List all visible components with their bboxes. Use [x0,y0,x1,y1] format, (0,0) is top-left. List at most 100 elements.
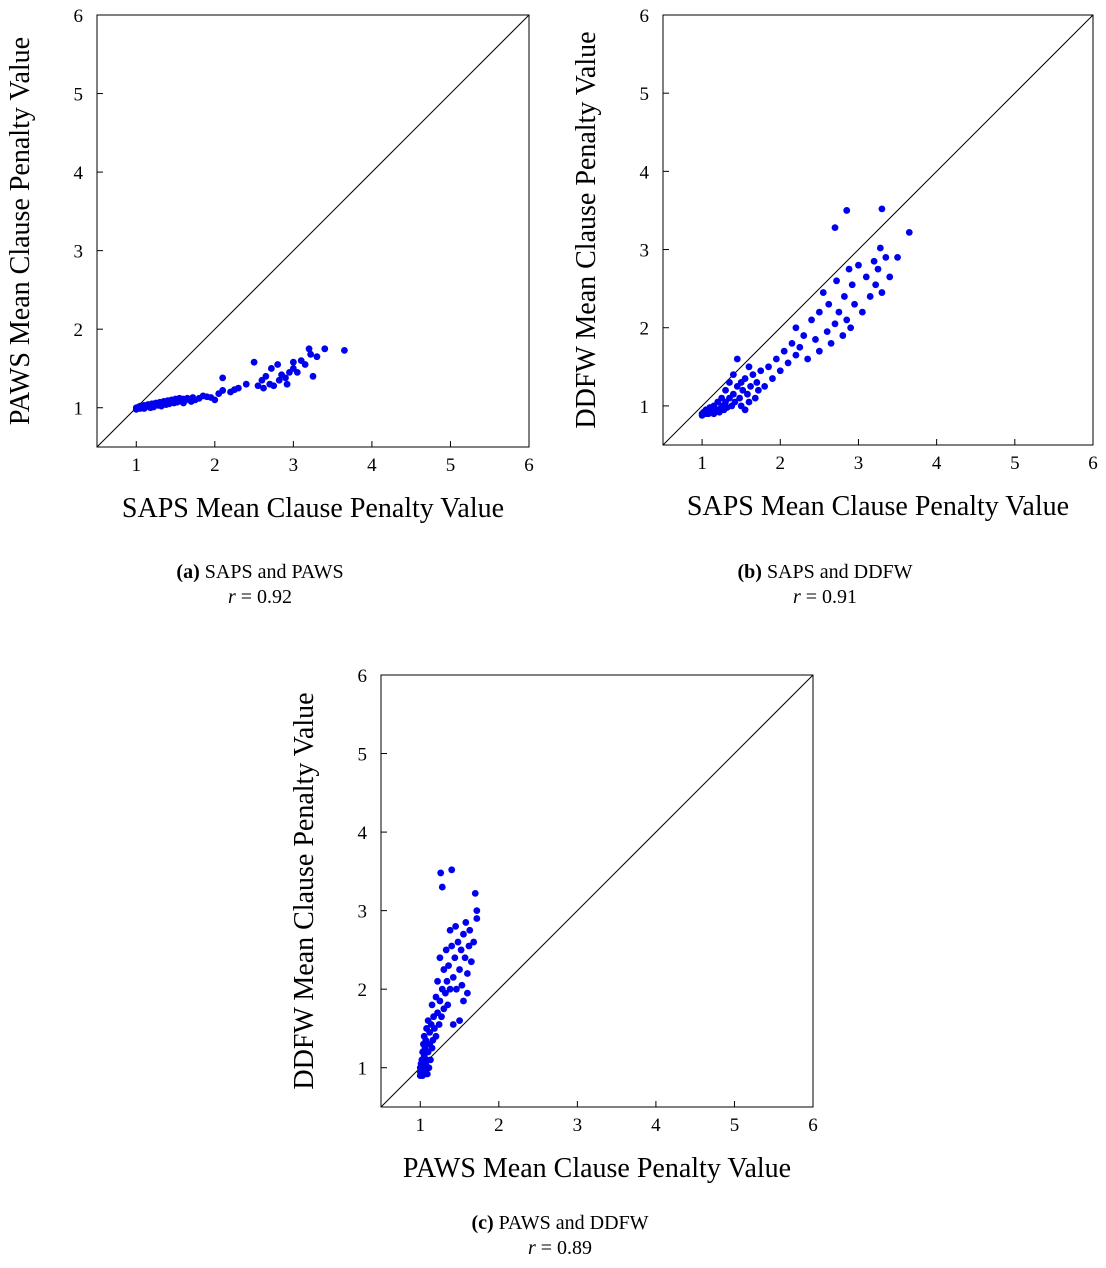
data-point [815,308,823,316]
x-tick-label: 1 [132,455,142,476]
plot-frame [380,674,814,1108]
data-point [823,328,831,336]
x-tick-label: 5 [1010,453,1020,474]
data-point [460,997,467,1005]
data-point [848,281,856,289]
caption-r-label: r [227,586,236,608]
data-point [467,958,475,966]
data-point [313,353,321,361]
reference-line [96,14,530,448]
data-point [722,386,729,394]
data-point [442,946,450,954]
data-point [457,946,465,954]
data-point [831,320,839,328]
x-tick-label: 4 [367,455,377,476]
x-tick-label: 3 [289,455,299,476]
data-point [843,207,851,214]
x-tick-label: 2 [776,453,786,474]
y-axis-label: DDFW Mean Clause Penalty Value [571,31,602,428]
data-point [729,371,737,379]
scatter-chart-a: 1 2 3 4 5 6 1 2 3 4 5 6 SAPS Mean Clause Penalty Val… [5,6,534,524]
data-point [876,244,884,252]
data-point [812,336,819,343]
x-tick-label: 2 [210,455,220,476]
data-point [423,1070,431,1078]
caption-r-value: = 0.89 [540,1237,593,1259]
y-tick-label: 4 [640,162,650,183]
x-tick-label: 3 [854,453,864,474]
data-point [819,289,827,296]
data-point [772,355,780,363]
data-point [428,1044,436,1052]
plot-frame [96,14,530,448]
data-point [425,1064,433,1072]
data-point [741,406,749,414]
y-tick-label: 1 [640,397,650,418]
panel-b: 1 2 3 4 5 6 1 2 3 4 5 6 SAPS Mean Clause Penalty Val… [560,0,1106,620]
y-axis-label: DDFW Mean Clause Penalty Value [289,692,320,1089]
y-tick-label: 6 [74,6,84,27]
y-tick-label: 3 [74,242,84,263]
data-point [835,308,843,316]
data-point [741,375,749,382]
x-tick-label: 6 [524,455,534,476]
data-point [426,1028,434,1036]
data-point [851,300,858,308]
data-point [745,363,753,371]
data-point [731,398,739,406]
data-point [437,869,445,877]
y-tick-label: 2 [358,980,368,1001]
x-tick-label: 1 [697,453,707,474]
data-point [878,289,886,296]
panel-c: 1 2 3 4 5 6 1 2 3 4 5 6 PAWS Mean Clause Penalty Val… [270,655,830,1268]
caption-b: (b) SAPS and DDFW r = 0.91 [645,560,1005,610]
data-point [776,367,784,375]
data-point [784,359,792,367]
data-point [427,1056,434,1064]
caption-r-label: r [792,586,801,608]
x-axis-label: SAPS Mean Clause Penalty Value [122,493,504,524]
data-point [792,324,800,332]
data-point [847,324,855,332]
data-point [808,316,815,324]
data-point [432,1032,440,1040]
data-point [800,332,808,339]
data-point [733,355,741,363]
data-point [751,394,759,402]
y-tick-label: 6 [640,6,650,27]
data-point [219,387,227,394]
data-point [858,308,866,316]
data-point [453,985,460,993]
y-tick-label: 6 [358,666,368,687]
y-tick-label: 1 [74,399,84,420]
data-point [739,386,747,394]
data-point [831,224,839,232]
data-point [458,981,466,989]
x-tick-label: 4 [932,453,942,474]
data-point [726,379,733,386]
y-axis-label: PAWS Mean Clause Penalty Value [5,37,36,425]
data-point [862,273,870,281]
data-point [267,365,275,372]
y-tick-label: 2 [640,319,650,340]
data-point [442,989,449,997]
x-tick-label: 5 [730,1115,740,1136]
data-point [250,358,258,366]
data-point [436,997,444,1005]
data-point [435,1021,443,1028]
data-point [839,332,847,339]
data-point [440,966,448,973]
data-point [761,382,769,390]
x-tick-label: 1 [416,1115,426,1136]
data-point [341,346,348,354]
data-point [275,376,283,384]
data-point [451,954,459,962]
data-point [815,347,823,355]
data-point [305,345,313,353]
x-axis-label: SAPS Mean Clause Penalty Value [687,491,1069,522]
data-point [753,379,761,386]
scatter-chart-b: 1 2 3 4 5 6 1 2 3 4 5 6 SAPS Mean Clause Penalty Val… [571,6,1098,522]
x-axis-label: PAWS Mean Clause Penalty Value [403,1153,791,1184]
caption-r-value: = 0.91 [805,586,858,608]
data-point [293,368,301,376]
